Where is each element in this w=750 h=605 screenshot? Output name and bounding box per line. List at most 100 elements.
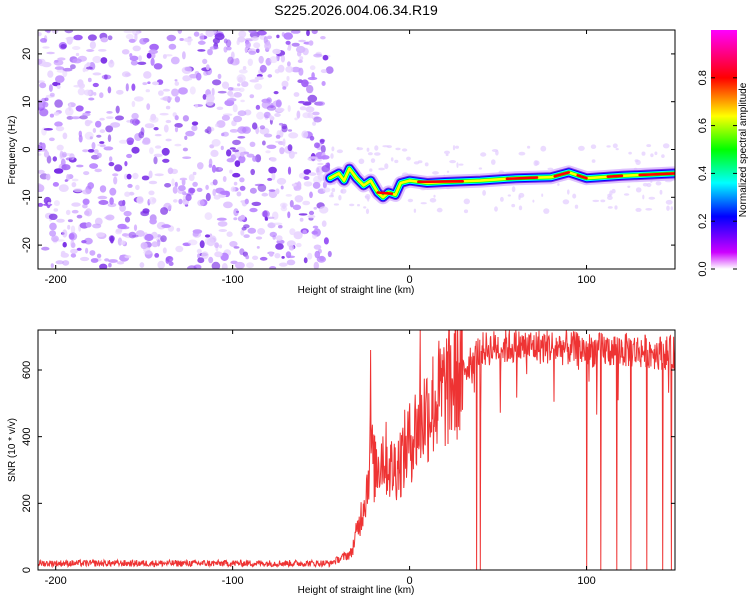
noise-speckle bbox=[70, 248, 78, 254]
noise-speckle bbox=[171, 88, 179, 97]
noise-speckle bbox=[82, 198, 90, 205]
noise-speckle bbox=[67, 219, 73, 223]
noise-speckle bbox=[307, 76, 318, 81]
noise-speckle bbox=[123, 210, 132, 217]
noise-speckle bbox=[41, 246, 50, 251]
noise-speckle bbox=[210, 149, 219, 157]
noise-speckle bbox=[153, 63, 163, 70]
noise-speckle bbox=[232, 139, 241, 146]
noise-speckle bbox=[80, 256, 90, 262]
noise-speckle bbox=[303, 257, 308, 264]
noise-speckle bbox=[107, 202, 117, 208]
noise-speckle bbox=[237, 83, 241, 87]
noise-speckle bbox=[58, 184, 69, 193]
noise-speckle bbox=[237, 76, 243, 83]
noise-speckle bbox=[99, 129, 106, 134]
noise-speckle bbox=[317, 162, 324, 166]
noise-speckle bbox=[290, 30, 301, 34]
noise-speckle bbox=[134, 119, 141, 125]
noise-speckle bbox=[436, 207, 443, 213]
noise-speckle bbox=[220, 145, 224, 151]
noise-speckle bbox=[96, 253, 102, 259]
noise-speckle bbox=[118, 139, 128, 144]
noise-speckle bbox=[148, 49, 158, 54]
noise-speckle bbox=[70, 116, 81, 120]
noise-speckle bbox=[226, 158, 235, 163]
noise-speckle bbox=[229, 129, 239, 133]
noise-speckle bbox=[115, 115, 124, 121]
noise-speckle bbox=[229, 241, 238, 247]
noise-speckle bbox=[62, 151, 67, 158]
colorbar: 0.0 0.2 0.4 0.6 0.8 Normalized spectral ampl… bbox=[697, 30, 749, 277]
noise-speckle bbox=[40, 38, 47, 43]
noise-speckle bbox=[209, 46, 219, 50]
noise-speckle bbox=[511, 203, 516, 208]
noise-speckle bbox=[533, 160, 539, 167]
spectrogram-x-tick-label: -200 bbox=[45, 274, 67, 286]
noise-speckle bbox=[185, 193, 192, 202]
noise-speckle bbox=[46, 155, 52, 164]
noise-speckle bbox=[46, 30, 51, 34]
signal-ridge-hot-segment bbox=[376, 191, 394, 195]
noise-speckle bbox=[97, 195, 108, 200]
noise-speckle bbox=[266, 35, 273, 40]
noise-speckle bbox=[285, 251, 292, 259]
noise-speckle bbox=[98, 49, 107, 52]
noise-speckle bbox=[202, 94, 207, 100]
noise-speckle bbox=[322, 54, 329, 61]
noise-speckle bbox=[285, 66, 294, 73]
noise-speckle bbox=[312, 111, 320, 116]
noise-speckle bbox=[285, 40, 291, 45]
noise-speckle bbox=[212, 79, 222, 86]
noise-speckle bbox=[165, 256, 174, 262]
noise-speckle bbox=[187, 39, 192, 46]
noise-speckle bbox=[145, 89, 150, 93]
noise-speckle bbox=[161, 224, 171, 229]
noise-speckle bbox=[146, 52, 152, 59]
noise-speckle bbox=[218, 229, 228, 232]
noise-speckle bbox=[109, 187, 117, 196]
noise-speckle bbox=[255, 236, 263, 240]
noise-speckle bbox=[76, 164, 84, 168]
noise-speckle bbox=[298, 67, 304, 76]
noise-speckle bbox=[53, 200, 60, 207]
noise-speckle bbox=[574, 204, 579, 209]
noise-speckle bbox=[146, 103, 151, 110]
noise-speckle bbox=[256, 246, 260, 249]
noise-speckle bbox=[263, 111, 271, 119]
noise-speckle bbox=[126, 153, 133, 159]
noise-speckle bbox=[238, 30, 247, 38]
noise-speckle bbox=[269, 266, 277, 269]
noise-speckle bbox=[38, 202, 44, 207]
noise-speckle bbox=[298, 100, 306, 104]
noise-speckle bbox=[70, 253, 77, 258]
noise-speckle bbox=[89, 136, 93, 140]
noise-speckle bbox=[104, 258, 110, 262]
noise-speckle bbox=[222, 176, 227, 182]
noise-speckle bbox=[154, 173, 164, 177]
noise-speckle bbox=[243, 234, 250, 239]
noise-speckle bbox=[114, 164, 123, 172]
noise-speckle bbox=[266, 144, 277, 149]
noise-speckle bbox=[177, 30, 183, 34]
noise-speckle bbox=[38, 144, 43, 152]
noise-speckle bbox=[207, 48, 213, 56]
noise-speckle bbox=[221, 263, 228, 269]
signal-ridge-layer bbox=[323, 161, 675, 205]
noise-speckle bbox=[113, 176, 118, 185]
noise-speckle bbox=[120, 240, 126, 245]
spectrogram-y-axis-label: Frequency (Hz) bbox=[7, 116, 18, 185]
noise-speckle bbox=[320, 145, 326, 154]
noise-speckle bbox=[543, 208, 550, 214]
noise-speckle bbox=[52, 156, 57, 162]
noise-speckle bbox=[87, 149, 95, 153]
noise-speckle bbox=[455, 145, 459, 149]
noise-speckle bbox=[227, 56, 234, 65]
noise-speckle bbox=[253, 42, 261, 49]
colorbar-label: Normalized spectral amplitude bbox=[738, 82, 749, 217]
noise-speckle bbox=[655, 181, 662, 186]
snr-series-line bbox=[38, 330, 675, 570]
noise-speckle bbox=[607, 206, 613, 209]
noise-speckle bbox=[47, 70, 54, 78]
